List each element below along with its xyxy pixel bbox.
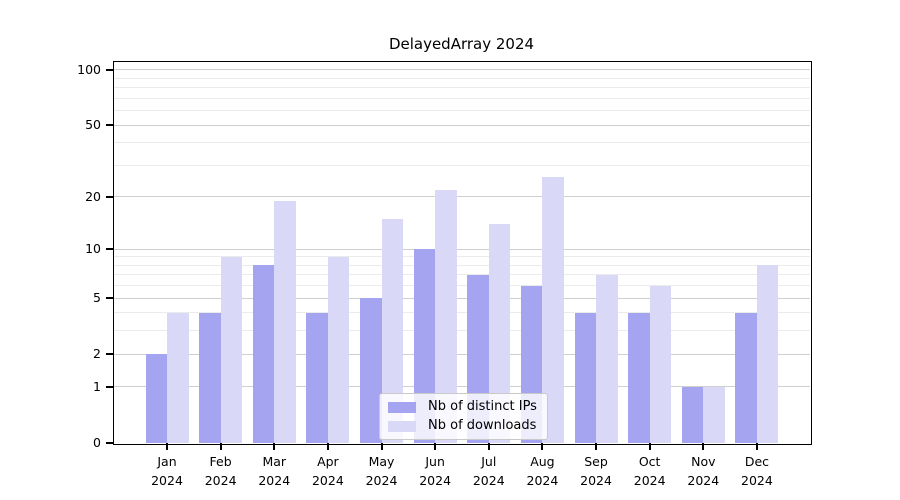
- chart-title: DelayedArray 2024: [388, 35, 535, 53]
- x-tick-mark: [219, 443, 222, 450]
- x-tick-mark: [648, 443, 651, 450]
- bar-distinct-ips-oct: [628, 312, 650, 443]
- x-tick-mark: [702, 443, 705, 450]
- grid-minor-line: [113, 256, 810, 258]
- bar-distinct-ips-apr: [306, 312, 328, 443]
- bar-distinct-ips-sep: [574, 312, 597, 443]
- bar-downloads-jan: [167, 312, 189, 443]
- x-tick-mark: [326, 443, 329, 450]
- y-tick-mark: [106, 297, 113, 300]
- legend-label-distinct-ips: Nb of distinct IPs: [428, 399, 537, 414]
- y-tick-mark: [106, 442, 113, 444]
- bar-distinct-ips-dec: [735, 312, 757, 443]
- grid-minor-line: [113, 330, 810, 332]
- bar-distinct-ips-jan: [145, 354, 167, 443]
- legend-item-distinct-ips: Nb of distinct IPs: [388, 400, 537, 414]
- y-tick-label: 10: [85, 241, 101, 257]
- y-tick-label: 0: [93, 435, 101, 450]
- bar-downloads-oct: [649, 285, 672, 443]
- x-tick-mark: [487, 443, 490, 450]
- bar-downloads-jul: [488, 224, 511, 443]
- grid-minor-line: [113, 285, 810, 287]
- bar-downloads-aug: [542, 176, 564, 443]
- y-tick-mark: [106, 68, 113, 71]
- x-tick-label: Oct 2024: [633, 454, 666, 488]
- grid-major-line: [113, 69, 810, 71]
- bar-downloads-sep: [596, 274, 618, 443]
- x-tick-mark: [273, 443, 276, 450]
- x-tick-label: Feb 2024: [204, 454, 237, 488]
- y-tick-label: 50: [85, 117, 101, 133]
- y-tick-label: 100: [77, 61, 101, 77]
- bar-downloads-jun: [435, 189, 457, 443]
- grid-minor-line: [113, 97, 810, 99]
- legend-item-downloads: Nb of downloads: [388, 419, 537, 433]
- x-tick-mark: [595, 443, 598, 450]
- legend-swatch-distinct-ips: [388, 401, 416, 413]
- x-tick-mark: [380, 443, 383, 450]
- x-tick-mark: [755, 443, 758, 450]
- bar-downloads-feb: [220, 256, 243, 443]
- bar-distinct-ips-feb: [199, 312, 221, 443]
- y-tick-mark: [106, 195, 113, 198]
- x-tick-mark: [166, 443, 168, 450]
- bar-distinct-ips-mar: [252, 265, 275, 443]
- x-tick-label: Jun 2024: [419, 454, 452, 488]
- y-tick-label: 5: [93, 290, 101, 306]
- legend: Nb of distinct IPs Nb of downloads: [379, 393, 548, 440]
- bar-downloads-may: [381, 218, 404, 443]
- grid-minor-line: [113, 274, 810, 276]
- y-tick-mark: [106, 385, 113, 388]
- grid-major-line: [113, 124, 810, 126]
- x-tick-label: Jul 2024: [472, 454, 505, 488]
- legend-label-downloads: Nb of downloads: [428, 418, 537, 433]
- y-tick-mark: [106, 124, 113, 127]
- bar-distinct-ips-may: [360, 298, 382, 443]
- y-tick-label: 1: [93, 378, 101, 394]
- x-tick-label: Apr 2024: [311, 454, 344, 488]
- grid-minor-line: [113, 110, 810, 112]
- bar-distinct-ips-nov: [681, 386, 704, 443]
- y-tick-label: 20: [85, 188, 101, 204]
- grid-major-line: [113, 196, 810, 198]
- bar-downloads-nov: [703, 386, 725, 443]
- grid-minor-line: [113, 77, 810, 79]
- grid-major-line: [113, 297, 810, 299]
- grid-major-line: [113, 248, 810, 250]
- grid-major-line: [113, 386, 810, 388]
- x-tick-label: Nov 2024: [687, 454, 720, 488]
- x-tick-label: Sep 2024: [580, 454, 612, 488]
- bar-downloads-apr: [327, 256, 350, 443]
- x-tick-label: Aug 2024: [526, 454, 559, 488]
- x-tick-mark: [434, 443, 437, 450]
- y-tick-mark: [106, 248, 113, 251]
- y-tick-mark: [106, 353, 113, 356]
- grid-minor-line: [113, 164, 810, 166]
- grid-major-line: [113, 353, 810, 355]
- bar-downloads-mar: [274, 200, 296, 443]
- x-tick-label: Mar 2024: [258, 454, 291, 488]
- legend-swatch-downloads: [388, 420, 416, 432]
- y-tick-label: 2: [93, 346, 101, 362]
- bar-downloads-dec: [756, 265, 779, 443]
- x-tick-label: Dec 2024: [741, 454, 773, 488]
- x-tick-mark: [541, 443, 544, 450]
- x-tick-label: Jan 2024: [151, 454, 183, 488]
- grid-minor-line: [113, 87, 810, 89]
- grid-minor-line: [113, 142, 810, 144]
- x-tick-label: May 2024: [365, 454, 398, 488]
- grid-minor-line: [113, 312, 810, 314]
- grid-minor-line: [113, 264, 810, 266]
